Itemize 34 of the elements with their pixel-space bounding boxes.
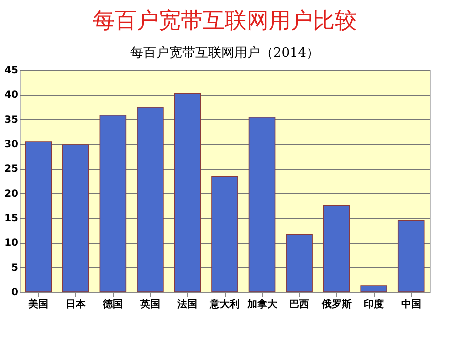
bar — [212, 176, 238, 292]
bar — [25, 142, 52, 292]
y-tick-label: 5 — [12, 262, 19, 274]
x-tick-label: 巴西 — [290, 300, 310, 310]
y-tick-label: 25 — [4, 164, 19, 176]
x-tick-label: 法国 — [176, 298, 198, 310]
y-tick-label: 45 — [4, 66, 19, 76]
bar — [174, 93, 202, 292]
bar — [360, 286, 388, 292]
x-tick-label: 美国 — [28, 298, 49, 310]
bar — [286, 234, 313, 292]
x-tick-label: 英国 — [139, 298, 160, 310]
y-tick-label: 0 — [12, 288, 19, 298]
x-tick-label: 日本 — [66, 298, 87, 310]
bar — [137, 107, 164, 292]
x-tick-label: 意大利 — [209, 298, 240, 310]
x-tick-label: 德国 — [102, 298, 124, 310]
chart-title: 每百户宽带互联网用户比较 — [93, 9, 357, 34]
x-tick-label: 印度 — [364, 298, 384, 310]
x-tick-label: 俄罗斯 — [320, 298, 352, 310]
x-tick-label: 加拿大 — [246, 298, 278, 310]
y-tick-label: 35 — [4, 114, 19, 126]
bar — [100, 114, 127, 292]
chart-subtitle: 每百户宽带互联网用户（2014） — [130, 45, 320, 61]
y-tick-label: 20 — [4, 188, 19, 200]
bar — [323, 205, 350, 292]
y-tick-label: 15 — [4, 214, 19, 224]
bar — [398, 220, 425, 292]
bar — [62, 144, 90, 292]
bar — [248, 116, 276, 292]
x-tick-label: 中国 — [401, 298, 422, 310]
y-tick-label: 40 — [4, 90, 19, 102]
y-tick-label: 30 — [4, 140, 19, 150]
y-tick-label: 10 — [4, 238, 19, 250]
